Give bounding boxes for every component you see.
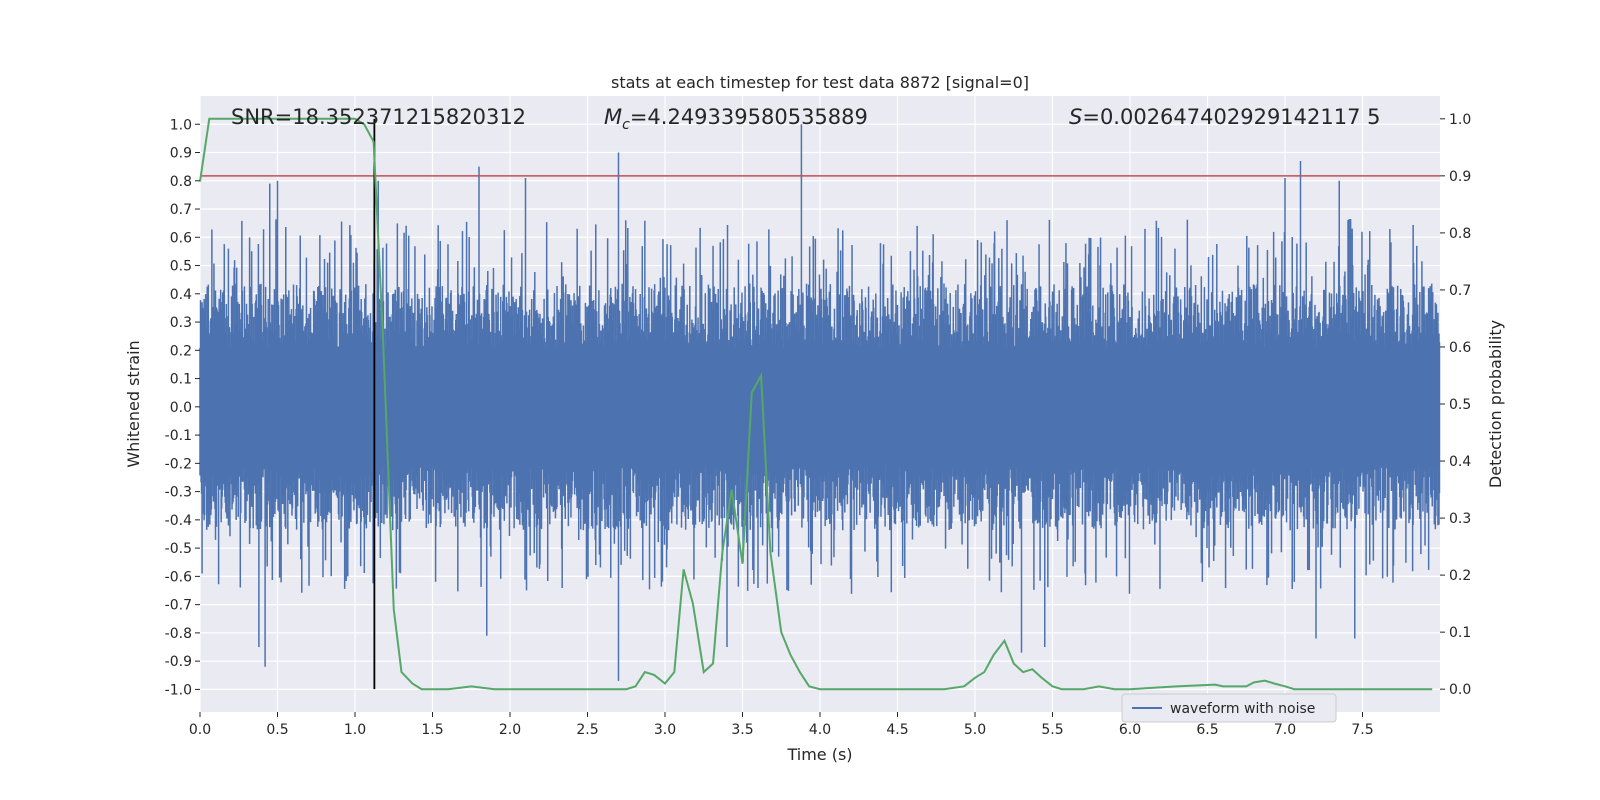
legend-box bbox=[1121, 693, 1337, 723]
x-axis-label: Time (s) bbox=[786, 745, 852, 764]
y-left-tick-label: -0.7 bbox=[165, 598, 192, 614]
y-right-tick-label: 0.4 bbox=[1449, 454, 1471, 470]
x-tick-label: 1.5 bbox=[421, 722, 443, 738]
y-left-tick-label: 0.3 bbox=[170, 315, 192, 331]
y-right-tick-label: 0.2 bbox=[1449, 568, 1471, 584]
y-right-tick-label: 0.1 bbox=[1449, 625, 1471, 641]
x-tick-label: 4.0 bbox=[809, 722, 831, 738]
x-tick-label: 1.0 bbox=[344, 722, 366, 738]
chirp-mass-symbol: M bbox=[604, 105, 622, 129]
y-left-tick-label: -0.9 bbox=[165, 654, 192, 670]
y-right-tick-label: 1.0 bbox=[1449, 112, 1471, 128]
s-value: =0.002647402929142117 5 bbox=[1082, 105, 1380, 129]
y-left-tick-label: -1.0 bbox=[165, 682, 192, 698]
x-tick-label: 7.5 bbox=[1351, 722, 1373, 738]
chirp-mass-value: =4.249339580535889 bbox=[630, 105, 868, 129]
y-left-tick-label: -0.6 bbox=[165, 569, 192, 585]
y-right-tick-label: 0.6 bbox=[1449, 340, 1471, 356]
y-left-tick-label: 0.2 bbox=[170, 343, 192, 359]
x-axis-ticks: 0.0 0.5 1.0 1.5 2.0 2.5 3.0 3.5 4.0 4.5 5.0 5.5 6.0 6… bbox=[189, 712, 1374, 738]
y-left-tick-label: -0.4 bbox=[165, 513, 192, 529]
x-tick-label: 5.5 bbox=[1041, 722, 1063, 738]
y-left-tick-label: 0.0 bbox=[170, 400, 192, 416]
s-annotation: S=0.002647402929142117 5 bbox=[1069, 105, 1381, 129]
y-right-tick-label: 0.7 bbox=[1449, 283, 1471, 299]
y-left-tick-label: -0.1 bbox=[165, 428, 192, 444]
x-tick-label: 6.0 bbox=[1119, 722, 1141, 738]
y-left-tick-label: -0.3 bbox=[165, 485, 192, 501]
x-tick-label: 3.0 bbox=[654, 722, 676, 738]
y-left-tick-label: 0.1 bbox=[170, 372, 192, 388]
y-left-axis-ticks: 1.0 0.9 0.8 0.7 0.6 0.5 0.4 0.3 0.2 0.1 0.0 -0.1 -0.… bbox=[165, 117, 200, 698]
y-left-tick-label: 0.8 bbox=[170, 174, 192, 190]
y-left-axis-label: Whitened strain bbox=[124, 340, 143, 467]
y-left-tick-label: 1.0 bbox=[170, 117, 192, 133]
waveform-line bbox=[199, 124, 1441, 681]
legend: waveform with noise bbox=[1121, 693, 1337, 723]
y-left-tick-label: 0.9 bbox=[170, 146, 192, 162]
x-tick-label: 3.5 bbox=[731, 722, 753, 738]
x-tick-label: 0.5 bbox=[266, 722, 288, 738]
y-right-axis-ticks: 1.0 0.9 0.8 0.7 0.6 0.5 0.4 0.3 0.2 0.1 0.0 bbox=[1440, 112, 1471, 698]
overlays bbox=[199, 117, 1440, 691]
waveform-series bbox=[199, 124, 1441, 681]
y-left-tick-label: -0.2 bbox=[165, 456, 192, 472]
chirp-mass-annotation: Mc=4.249339580535889 bbox=[604, 105, 868, 133]
y-right-tick-label: 0.9 bbox=[1449, 169, 1471, 185]
y-right-axis-label: Detection probability bbox=[1486, 320, 1505, 488]
detection-probability-line bbox=[199, 117, 1433, 691]
y-right-tick-label: 0.0 bbox=[1449, 682, 1471, 698]
x-tick-label: 2.0 bbox=[499, 722, 521, 738]
snr-annotation: SNR=18.352371215820312 bbox=[231, 105, 526, 129]
x-tick-label: 6.5 bbox=[1196, 722, 1218, 738]
y-right-tick-label: 0.5 bbox=[1449, 397, 1471, 413]
y-left-tick-label: 0.5 bbox=[170, 259, 192, 275]
y-left-tick-label: 0.6 bbox=[170, 230, 192, 246]
y-right-tick-label: 0.8 bbox=[1449, 226, 1471, 242]
y-left-tick-label: -0.5 bbox=[165, 541, 192, 557]
y-left-tick-label: 0.7 bbox=[170, 202, 192, 218]
x-tick-label: 0.0 bbox=[189, 722, 211, 738]
x-tick-label: 2.5 bbox=[576, 722, 598, 738]
y-left-tick-label: 0.4 bbox=[170, 287, 192, 303]
legend-label: waveform with noise bbox=[1170, 701, 1315, 717]
s-symbol: S bbox=[1069, 105, 1082, 129]
x-tick-label: 7.0 bbox=[1274, 722, 1296, 738]
y-right-tick-label: 0.3 bbox=[1449, 511, 1471, 527]
y-left-tick-label: -0.8 bbox=[165, 626, 192, 642]
chirp-mass-subscript: c bbox=[622, 117, 630, 133]
chart-title: stats at each timestep for test data 887… bbox=[611, 73, 1029, 92]
x-tick-label: 5.0 bbox=[964, 722, 986, 738]
x-tick-label: 4.5 bbox=[886, 722, 908, 738]
